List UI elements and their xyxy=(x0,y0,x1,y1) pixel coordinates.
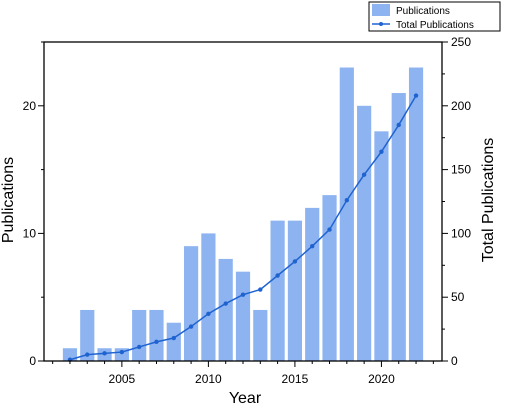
bar-2017 xyxy=(322,195,337,361)
y-tick-label-20: 20 xyxy=(23,99,37,113)
total-publications-point-2006 xyxy=(136,344,142,350)
y-tick-label-10: 10 xyxy=(23,226,37,240)
bar-2015 xyxy=(287,220,303,361)
total-publications-point-2015 xyxy=(292,259,298,264)
y2-axis-title: Total Publications xyxy=(480,138,497,263)
total-publications-point-2009 xyxy=(188,324,194,329)
x-axis-title: Year xyxy=(229,390,262,407)
legend-line-marker xyxy=(379,22,383,26)
total-publications-point-2005 xyxy=(119,349,125,355)
y2-tick-label-0: 0 xyxy=(451,354,458,368)
total-publications-point-2020 xyxy=(379,149,384,154)
y-tick-label-0: 0 xyxy=(29,354,36,368)
bar-2022 xyxy=(408,67,424,362)
bar-2020 xyxy=(374,131,389,361)
x-tick-label-2015: 2015 xyxy=(282,372,309,386)
legend-box xyxy=(368,1,501,32)
total-publications-point-2019 xyxy=(361,172,367,177)
x-tick-label-2020: 2020 xyxy=(368,372,395,386)
y2-tick-label-200: 200 xyxy=(451,99,471,113)
legend: Publications Total Publications xyxy=(368,1,501,32)
bar-2013 xyxy=(253,309,268,361)
bar-2012 xyxy=(235,271,251,361)
legend-bar-swatch xyxy=(372,4,390,16)
bar-2011 xyxy=(218,258,233,361)
bar-2003 xyxy=(80,309,95,361)
x-tick-label-2010: 2010 xyxy=(195,372,222,386)
bar-2019 xyxy=(357,105,372,361)
total-publications-point-2022 xyxy=(413,93,419,98)
total-publications-point-2011 xyxy=(223,301,228,306)
y2-tick-label-100: 100 xyxy=(451,226,471,240)
y2-tick-label-50: 50 xyxy=(451,290,465,304)
total-publications-point-2016 xyxy=(310,243,315,249)
legend-label-total-publications: Total Publications xyxy=(396,20,474,31)
bar-2007 xyxy=(149,309,164,361)
total-publications-point-2003 xyxy=(85,352,90,357)
bar-2008 xyxy=(166,322,181,361)
total-publications-point-2008 xyxy=(171,335,176,341)
total-publications-point-2018 xyxy=(344,198,350,203)
total-publications-point-2012 xyxy=(240,292,246,297)
total-publications-point-2010 xyxy=(206,311,211,316)
total-publications-point-2021 xyxy=(396,122,401,128)
bar-2014 xyxy=(270,220,285,361)
bar-2010 xyxy=(201,233,216,361)
bar-2006 xyxy=(132,309,147,361)
y-axis-title: Publications xyxy=(0,157,17,243)
bar-2018 xyxy=(339,67,354,362)
total-publications-point-2004 xyxy=(102,351,107,356)
total-publications-point-2013 xyxy=(258,287,263,292)
x-tick-label-2005: 2005 xyxy=(109,372,136,386)
bar-2002 xyxy=(62,348,78,361)
bar-2009 xyxy=(183,246,199,361)
total-publications-point-2014 xyxy=(275,273,280,278)
total-publications-point-2017 xyxy=(327,227,332,232)
bars-layer xyxy=(62,67,424,362)
bar-2016 xyxy=(305,207,320,361)
total-publications-point-2007 xyxy=(154,339,159,345)
legend-label-publications: Publications xyxy=(396,6,450,17)
y2-tick-label-250: 250 xyxy=(451,35,471,49)
y2-tick-label-150: 150 xyxy=(451,163,471,177)
bar-2021 xyxy=(391,93,406,361)
